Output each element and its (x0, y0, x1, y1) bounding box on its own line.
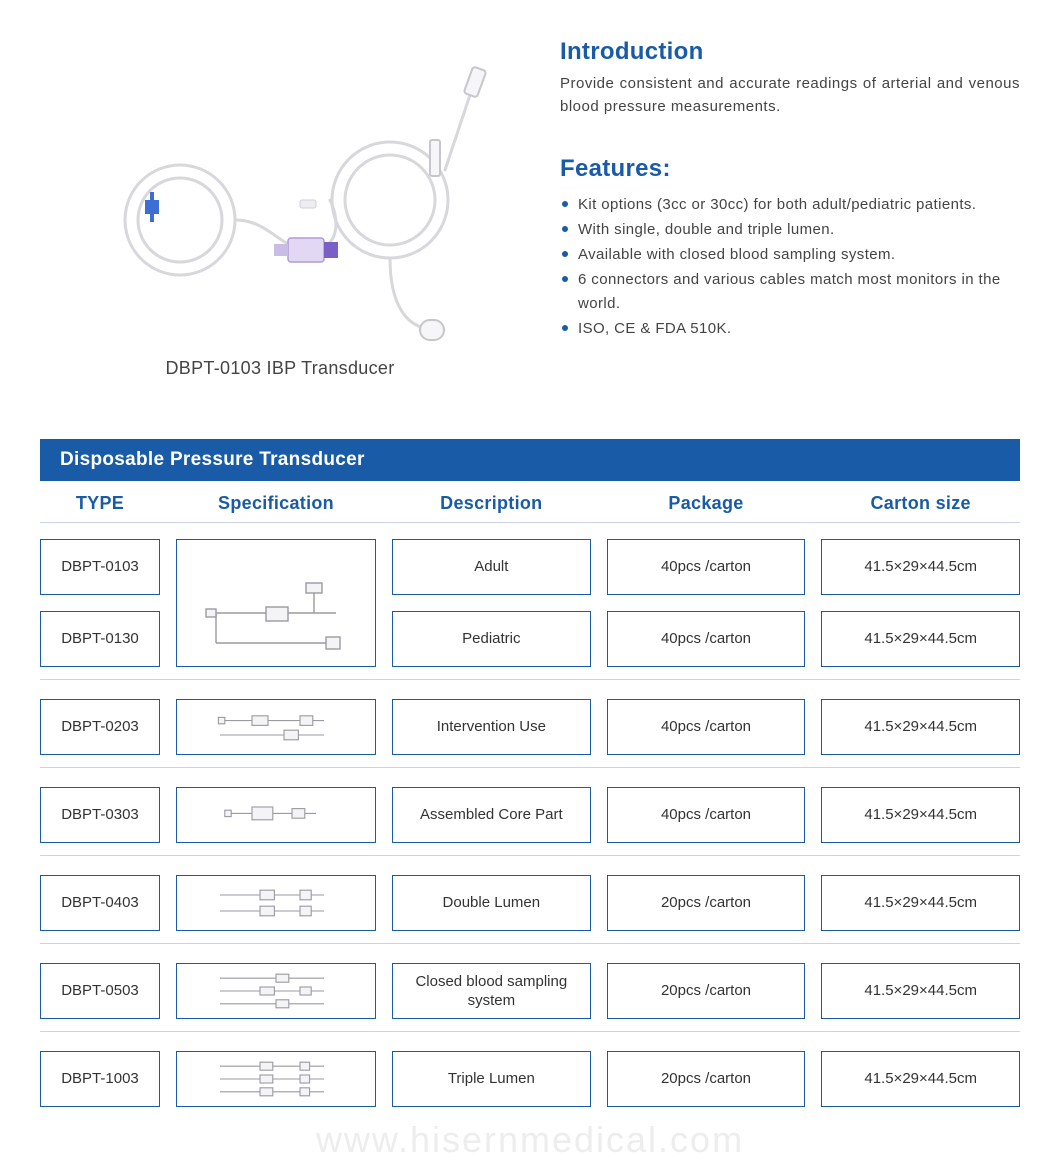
spec-diagram (176, 1051, 376, 1107)
row-divider (40, 679, 1020, 680)
package-cell: 40pcs /carton (607, 539, 806, 595)
feature-item: ISO, CE & FDA 510K. (560, 317, 1020, 340)
package-cell: 40pcs /carton (607, 699, 806, 755)
spec-diagram (176, 699, 376, 755)
features-title: Features: (560, 155, 1020, 183)
column-header: Package (607, 493, 806, 514)
text-column: Introduction Provide consistent and accu… (560, 30, 1020, 379)
spec-diagram (176, 539, 376, 667)
description-cell: Pediatric (392, 611, 591, 667)
features-list: Kit options (3cc or 30cc) for both adult… (560, 193, 1020, 341)
table-body: DBPT-0103 Adult 40pcs /carton 41.5×29×44.5… (40, 523, 1020, 1107)
spec-diagram (176, 787, 376, 843)
type-cell: DBPT-0130 (40, 611, 160, 667)
type-cell: DBPT-0403 (40, 875, 160, 931)
package-cell: 20pcs /carton (607, 963, 806, 1019)
column-header: Specification (176, 493, 376, 514)
package-cell: 40pcs /carton (607, 611, 806, 667)
introduction-title: Introduction (560, 38, 1020, 66)
row-divider (40, 767, 1020, 768)
feature-item: 6 connectors and various cables match mo… (560, 268, 1020, 315)
type-cell: DBPT-0503 (40, 963, 160, 1019)
spec-diagram (176, 963, 376, 1019)
carton-cell: 41.5×29×44.5cm (821, 611, 1020, 667)
package-cell: 40pcs /carton (607, 787, 806, 843)
carton-cell: 41.5×29×44.5cm (821, 1051, 1020, 1107)
introduction-text: Provide consistent and accurate readings… (560, 72, 1020, 119)
row-divider (40, 855, 1020, 856)
description-cell: Double Lumen (392, 875, 591, 931)
spec-table: Disposable Pressure Transducer TYPE Speci… (40, 439, 1020, 1107)
row-divider (40, 943, 1020, 944)
feature-item: With single, double and triple lumen. (560, 218, 1020, 241)
carton-cell: 41.5×29×44.5cm (821, 699, 1020, 755)
carton-cell: 41.5×29×44.5cm (821, 787, 1020, 843)
description-cell: Closed blood sampling system (392, 963, 591, 1019)
spec-diagram (176, 875, 376, 931)
table-title: Disposable Pressure Transducer (40, 439, 1020, 481)
column-header: Carton size (821, 493, 1020, 514)
type-cell: DBPT-0203 (40, 699, 160, 755)
package-cell: 20pcs /carton (607, 875, 806, 931)
product-caption: DBPT-0103 IBP Transducer (166, 358, 395, 379)
row-divider (40, 1031, 1020, 1032)
carton-cell: 41.5×29×44.5cm (821, 539, 1020, 595)
description-cell: Adult (392, 539, 591, 595)
watermark: www.hisernmedical.com (0, 1119, 1060, 1161)
type-cell: DBPT-0303 (40, 787, 160, 843)
feature-item: Kit options (3cc or 30cc) for both adult… (560, 193, 1020, 216)
package-cell: 20pcs /carton (607, 1051, 806, 1107)
product-column: DBPT-0103 IBP Transducer (40, 30, 520, 379)
column-header: TYPE (40, 493, 160, 514)
product-image (70, 50, 490, 350)
type-cell: DBPT-0103 (40, 539, 160, 595)
column-header: Description (392, 493, 591, 514)
table-column-headers: TYPE Specification Description Package Carto… (40, 481, 1020, 523)
type-cell: DBPT-1003 (40, 1051, 160, 1107)
carton-cell: 41.5×29×44.5cm (821, 963, 1020, 1019)
description-cell: Assembled Core Part (392, 787, 591, 843)
carton-cell: 41.5×29×44.5cm (821, 875, 1020, 931)
description-cell: Intervention Use (392, 699, 591, 755)
feature-item: Available with closed blood sampling sys… (560, 243, 1020, 266)
description-cell: Triple Lumen (392, 1051, 591, 1107)
